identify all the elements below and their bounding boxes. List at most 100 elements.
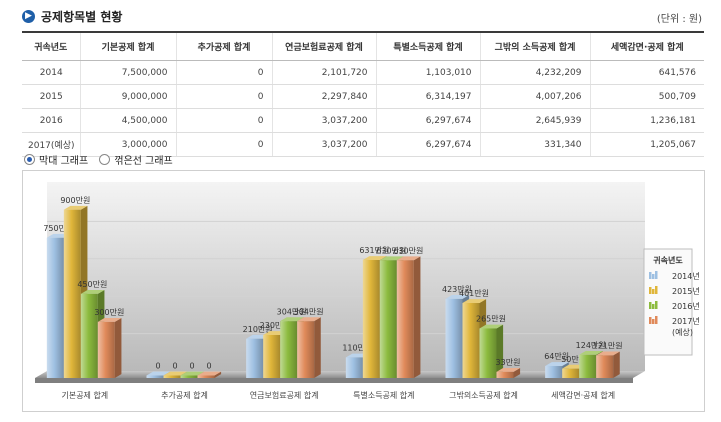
table-row: 2016 4,500,000 0 3,037,200 6,297,674 2,6…	[22, 108, 704, 133]
table-cell: 3,037,200	[271, 132, 376, 157]
legend-box	[643, 248, 693, 356]
bar	[562, 368, 580, 378]
bar-side	[413, 256, 421, 378]
data-label: 50만원	[561, 355, 586, 364]
arrow-right-icon: ▶	[22, 10, 35, 23]
bar-top	[297, 317, 321, 322]
bar-top	[596, 351, 620, 356]
data-label: 304만원	[294, 307, 324, 316]
table-row: 2015 9,000,000 0 2,297,840 6,314,197 4,0…	[22, 84, 704, 109]
bar	[362, 260, 380, 378]
legend-swatch	[649, 287, 652, 294]
bar	[97, 321, 115, 378]
legend-label: 2017년	[672, 316, 700, 326]
data-label: 0	[155, 362, 160, 371]
data-label: 900만원	[60, 196, 90, 205]
legend-swatch	[652, 319, 655, 324]
category-label: 그밖의소득공제 합계	[449, 390, 518, 400]
bar	[80, 293, 98, 378]
data-label: 230만원	[260, 321, 290, 330]
legend-swatch	[655, 286, 658, 294]
table-cell: 7,500,000	[79, 60, 176, 85]
category-label: 연금보험료공제 합계	[250, 390, 319, 400]
bar	[280, 321, 298, 378]
radio-label: 막대 그래프	[39, 156, 89, 167]
bar	[545, 366, 563, 378]
radio-unselected-icon[interactable]	[99, 154, 111, 165]
bar-top	[180, 371, 205, 376]
legend-label: 2014년	[672, 271, 700, 281]
bar-top	[80, 290, 105, 294]
data-label: 33만원	[496, 358, 521, 367]
bar	[462, 303, 480, 378]
table-cell: 0	[175, 60, 272, 85]
data-label: 300만원	[94, 308, 124, 317]
bar-side	[513, 367, 521, 378]
bar-top	[579, 350, 603, 355]
bar	[496, 371, 514, 378]
table-cell: 641,576	[589, 60, 704, 85]
table-cell: 6,297,674	[375, 132, 480, 157]
radio-selected-icon[interactable]	[24, 154, 35, 165]
data-label: 750만원	[43, 224, 73, 233]
table-cell: 4,232,209	[479, 60, 590, 85]
bar	[246, 338, 264, 378]
table-cell: 2016	[22, 108, 80, 133]
bar-top	[146, 371, 171, 376]
column-header: 세액감면·공제 합계	[589, 31, 704, 61]
bar-side	[613, 351, 620, 378]
bar-chart: 750만원 900만원 450만원 300만원 기본공제 합계 0 0 0 0 추가공제 합계 21…	[22, 170, 705, 412]
table-cell: 0	[175, 132, 272, 157]
table-cell: 2,645,939	[479, 108, 590, 133]
bar-top	[379, 256, 404, 261]
data-label: 0	[189, 362, 194, 371]
bar-top	[163, 371, 188, 376]
column-header: 그밖의 소득공제 합계	[479, 31, 590, 61]
table-cell: 2,297,840	[271, 84, 376, 109]
bar-top	[462, 299, 487, 304]
column-header: 연금보험료공제 합계	[271, 31, 376, 61]
data-label: 121만원	[593, 342, 623, 351]
bar-top	[396, 256, 421, 261]
bar-side	[114, 318, 122, 378]
table-cell: 500,709	[589, 84, 704, 109]
chart-type-toggle: 막대 그래프 꺾은선 그래프	[24, 152, 181, 168]
bar	[445, 298, 463, 378]
table-cell: 2014	[22, 60, 80, 85]
line-chart-radio[interactable]: 꺾은선 그래프	[99, 152, 173, 167]
bar	[379, 260, 397, 378]
table-cell: 2,101,720	[271, 60, 376, 85]
unit-label: (단위 : 원)	[656, 14, 702, 25]
bar	[579, 354, 597, 378]
data-label: 210만원	[243, 325, 273, 334]
bar-side	[214, 371, 222, 378]
table-cell: 2017(예상)	[22, 132, 80, 157]
category-label: 추가공제 합계	[161, 390, 208, 400]
category-label: 특별소득공제 합계	[353, 390, 414, 400]
bar	[146, 375, 164, 378]
legend-label: 2015년	[672, 286, 700, 296]
table-cell: 0	[175, 84, 272, 109]
bar	[46, 237, 64, 378]
table-row: 2014 7,500,000 0 2,101,720 1,103,010 4,2…	[22, 60, 704, 85]
legend-title: 귀속년도	[653, 255, 683, 265]
bar	[396, 260, 414, 378]
legend-swatch	[655, 301, 658, 309]
bar-chart-radio[interactable]: 막대 그래프	[24, 152, 88, 167]
column-header: 추가공제 합계	[175, 31, 272, 61]
legend-swatch	[649, 272, 652, 279]
data-label: 110만원	[342, 344, 372, 353]
data-label: 423만원	[442, 285, 472, 294]
data-label: 124만원	[576, 341, 606, 350]
legend-swatch	[655, 316, 658, 324]
table-cell: 3,037,200	[271, 108, 376, 133]
table-row: 2017(예상) 3,000,000 0 3,037,200 6,297,674…	[22, 132, 704, 157]
bar-top	[445, 295, 470, 299]
data-label: 631만원	[359, 246, 389, 255]
category-label: 기본공제 합계	[61, 390, 108, 400]
data-label: 0	[206, 362, 211, 371]
table-header-row: 귀속년도 기본공제 합계 추가공제 합계 연금보험료공제 합계 특별소득공제 합…	[22, 31, 704, 61]
data-label: 630만원	[376, 246, 406, 255]
deduction-summary-table: 귀속년도 기본공제 합계 추가공제 합계 연금보험료공제 합계 특별소득공제 합…	[22, 31, 704, 157]
